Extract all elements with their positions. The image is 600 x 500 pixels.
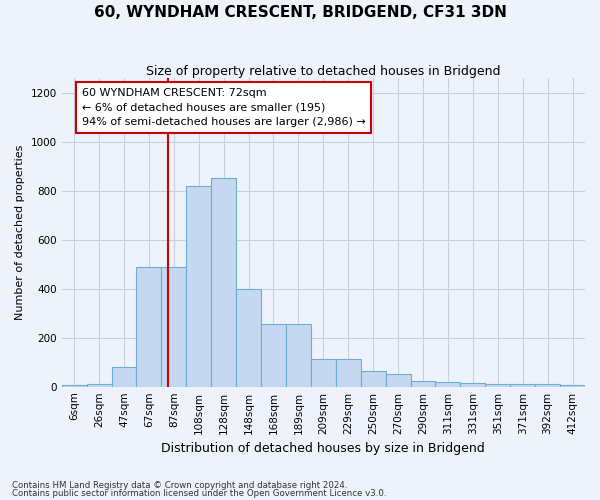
Bar bbox=[62, 384, 86, 386]
Bar bbox=[560, 384, 585, 386]
Text: 60, WYNDHAM CRESCENT, BRIDGEND, CF31 3DN: 60, WYNDHAM CRESCENT, BRIDGEND, CF31 3DN bbox=[94, 5, 506, 20]
Y-axis label: Number of detached properties: Number of detached properties bbox=[15, 144, 25, 320]
Bar bbox=[386, 374, 410, 386]
Bar bbox=[236, 288, 261, 386]
Bar bbox=[485, 384, 510, 386]
Text: 60 WYNDHAM CRESCENT: 72sqm
← 6% of detached houses are smaller (195)
94% of semi: 60 WYNDHAM CRESCENT: 72sqm ← 6% of detac… bbox=[82, 88, 365, 128]
Title: Size of property relative to detached houses in Bridgend: Size of property relative to detached ho… bbox=[146, 65, 500, 78]
Bar bbox=[261, 324, 286, 386]
Bar bbox=[436, 382, 460, 386]
Bar bbox=[311, 358, 336, 386]
Text: Contains HM Land Registry data © Crown copyright and database right 2024.: Contains HM Land Registry data © Crown c… bbox=[12, 480, 347, 490]
Bar bbox=[211, 178, 236, 386]
Bar bbox=[136, 266, 161, 386]
Bar bbox=[286, 324, 311, 386]
Text: Contains public sector information licensed under the Open Government Licence v3: Contains public sector information licen… bbox=[12, 489, 386, 498]
Bar bbox=[460, 383, 485, 386]
Bar bbox=[161, 266, 186, 386]
Bar bbox=[86, 384, 112, 386]
Bar bbox=[510, 384, 535, 386]
Bar bbox=[186, 186, 211, 386]
Bar bbox=[535, 384, 560, 386]
Bar bbox=[361, 371, 386, 386]
Bar bbox=[112, 367, 136, 386]
Bar bbox=[336, 358, 361, 386]
X-axis label: Distribution of detached houses by size in Bridgend: Distribution of detached houses by size … bbox=[161, 442, 485, 455]
Bar bbox=[410, 380, 436, 386]
